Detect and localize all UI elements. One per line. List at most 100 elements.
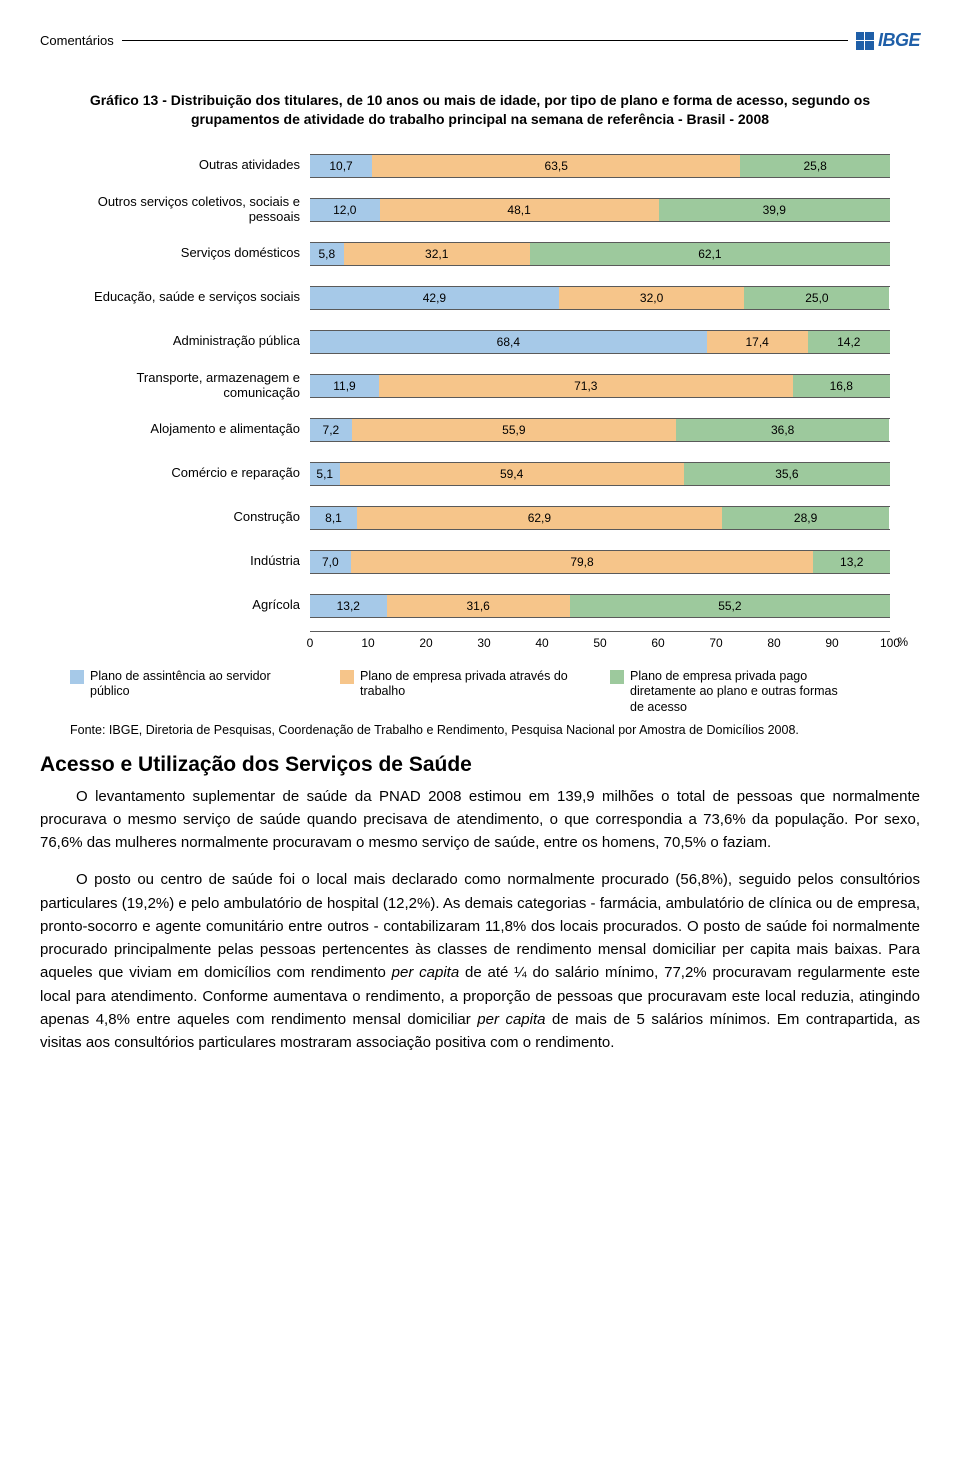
- logo-text: IBGE: [878, 30, 920, 51]
- bar-segment: 5,1: [310, 463, 340, 485]
- bar-segment: 16,8: [793, 375, 890, 397]
- bar-category-label: Serviços domésticos: [70, 246, 310, 261]
- chart-legend: Plano de assintência ao servidor público…: [70, 669, 890, 716]
- bar-segment: 68,4: [310, 331, 707, 353]
- chart-bars-container: Outras atividades10,763,525,8Outros serv…: [70, 147, 890, 625]
- bar-segment: 8,1: [310, 507, 357, 529]
- bar-track: 11,971,316,8: [310, 374, 890, 398]
- legend-item: Plano de assintência ao servidor público: [70, 669, 310, 700]
- bar-segment: 7,0: [310, 551, 351, 573]
- section-heading: Acesso e Utilização dos Serviços de Saúd…: [40, 753, 920, 777]
- bar-category-label: Comércio e reparação: [70, 466, 310, 481]
- bar-track: 7,079,813,2: [310, 550, 890, 574]
- legend-swatch-icon: [610, 670, 624, 684]
- bar-track: 5,159,435,6: [310, 462, 890, 486]
- bar-category-label: Indústria: [70, 554, 310, 569]
- bar-track: 10,763,525,8: [310, 154, 890, 178]
- bar-segment: 48,1: [380, 199, 659, 221]
- bar-track: 12,048,139,9: [310, 198, 890, 222]
- chart-x-axis: % 0102030405060708090100: [70, 631, 890, 653]
- bar-segment: 5,8: [310, 243, 344, 265]
- ibge-logo: IBGE: [856, 30, 920, 51]
- bar-segment: 10,7: [310, 155, 372, 177]
- x-tick: 100: [880, 636, 900, 650]
- bar-category-label: Administração pública: [70, 334, 310, 349]
- x-tick: 10: [361, 636, 374, 650]
- bar-segment: 28,9: [722, 507, 890, 529]
- page-header: Comentários IBGE: [40, 30, 920, 51]
- bar-row: Serviços domésticos5,832,162,1: [70, 235, 890, 273]
- x-tick: 90: [825, 636, 838, 650]
- bar-segment: 63,5: [372, 155, 740, 177]
- bar-segment: 17,4: [707, 331, 808, 353]
- header-label: Comentários: [40, 33, 114, 48]
- p2-italic-2: per capita: [477, 1011, 545, 1028]
- legend-label: Plano de empresa privada pago diretament…: [630, 669, 850, 716]
- bar-row: Agrícola13,231,655,2: [70, 587, 890, 625]
- chart-source: Fonte: IBGE, Diretoria de Pesquisas, Coo…: [70, 722, 890, 739]
- bar-segment: 55,9: [352, 419, 676, 441]
- bar-row: Construção8,162,928,9: [70, 499, 890, 537]
- x-tick: 0: [307, 636, 314, 650]
- bar-segment: 7,2: [310, 419, 352, 441]
- bar-row: Indústria7,079,813,2: [70, 543, 890, 581]
- bar-category-label: Transporte, armazenagem e comunicação: [70, 371, 310, 401]
- x-tick: 40: [535, 636, 548, 650]
- bar-segment: 35,6: [684, 463, 890, 485]
- header-rule: [122, 40, 848, 41]
- bar-row: Outras atividades10,763,525,8: [70, 147, 890, 185]
- bar-row: Educação, saúde e serviços sociais42,932…: [70, 279, 890, 317]
- bar-row: Alojamento e alimentação7,255,936,8: [70, 411, 890, 449]
- legend-item: Plano de empresa privada pago diretament…: [610, 669, 850, 716]
- chart-title: Gráfico 13 - Distribuição dos titulares,…: [70, 91, 890, 129]
- body-paragraph-2: O posto ou centro de saúde foi o local m…: [40, 868, 920, 1054]
- x-tick: 70: [709, 636, 722, 650]
- bar-segment: 25,8: [740, 155, 890, 177]
- bar-track: 7,255,936,8: [310, 418, 890, 442]
- chart-13: Gráfico 13 - Distribuição dos titulares,…: [70, 91, 890, 739]
- bar-row: Administração pública68,417,414,2: [70, 323, 890, 361]
- bar-segment: 42,9: [310, 287, 559, 309]
- bar-row: Comércio e reparação5,159,435,6: [70, 455, 890, 493]
- bar-segment: 59,4: [340, 463, 684, 485]
- x-tick: 50: [593, 636, 606, 650]
- p2-italic-1: per capita: [392, 964, 460, 981]
- bar-category-label: Agrícola: [70, 598, 310, 613]
- bar-segment: 25,0: [744, 287, 889, 309]
- bar-segment: 32,0: [559, 287, 745, 309]
- x-tick: 30: [477, 636, 490, 650]
- bar-segment: 62,1: [530, 243, 890, 265]
- x-tick: 20: [419, 636, 432, 650]
- bar-segment: 12,0: [310, 199, 380, 221]
- bar-track: 5,832,162,1: [310, 242, 890, 266]
- x-tick: 80: [767, 636, 780, 650]
- bar-segment: 62,9: [357, 507, 722, 529]
- bar-segment: 36,8: [676, 419, 889, 441]
- bar-row: Transporte, armazenagem e comunicação11,…: [70, 367, 890, 405]
- bar-segment: 32,1: [344, 243, 530, 265]
- bar-category-label: Outras atividades: [70, 158, 310, 173]
- bar-track: 42,932,025,0: [310, 286, 890, 310]
- bar-segment: 13,2: [813, 551, 890, 573]
- bar-segment: 79,8: [351, 551, 814, 573]
- bar-track: 13,231,655,2: [310, 594, 890, 618]
- legend-label: Plano de assintência ao servidor público: [90, 669, 310, 700]
- legend-swatch-icon: [340, 670, 354, 684]
- bar-category-label: Outros serviços coletivos, sociais e pes…: [70, 195, 310, 225]
- bar-row: Outros serviços coletivos, sociais e pes…: [70, 191, 890, 229]
- bar-segment: 13,2: [310, 595, 387, 617]
- bar-track: 8,162,928,9: [310, 506, 890, 530]
- x-tick: 60: [651, 636, 664, 650]
- body-paragraph-1: O levantamento suplementar de saúde da P…: [40, 785, 920, 855]
- legend-item: Plano de empresa privada através do trab…: [340, 669, 580, 700]
- legend-swatch-icon: [70, 670, 84, 684]
- bar-category-label: Construção: [70, 510, 310, 525]
- bar-segment: 55,2: [570, 595, 890, 617]
- bar-segment: 71,3: [379, 375, 793, 397]
- bar-category-label: Educação, saúde e serviços sociais: [70, 290, 310, 305]
- legend-label: Plano de empresa privada através do trab…: [360, 669, 580, 700]
- bar-category-label: Alojamento e alimentação: [70, 422, 310, 437]
- bar-segment: 31,6: [387, 595, 570, 617]
- bar-segment: 39,9: [659, 199, 890, 221]
- bar-segment: 11,9: [310, 375, 379, 397]
